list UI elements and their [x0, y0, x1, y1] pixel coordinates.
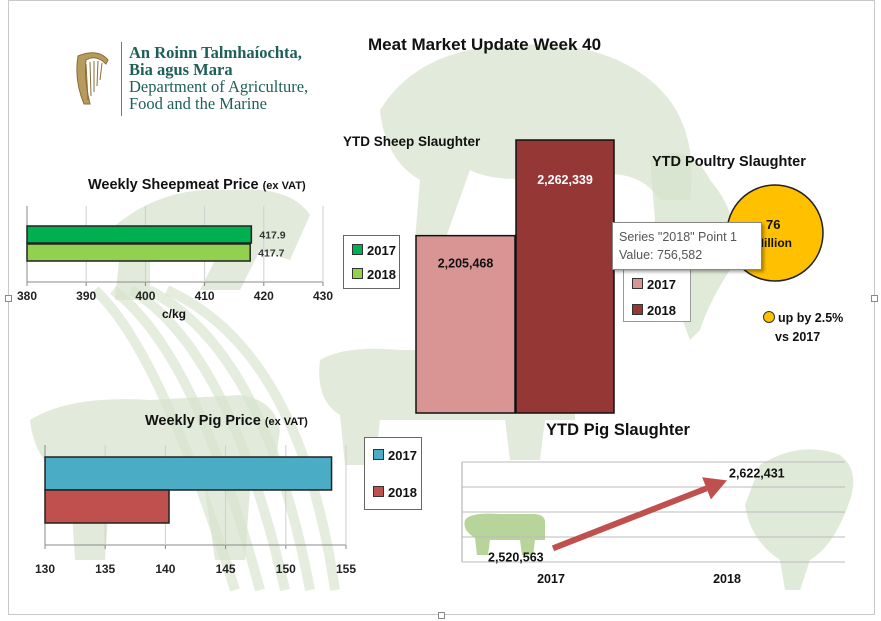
legend-swatch [373, 486, 384, 497]
resize-handle-left[interactable] [5, 295, 12, 302]
pigprice-tick-label: 135 [95, 562, 115, 576]
sheep-slaughter-bar-2018 [515, 139, 615, 414]
legend-item-2017: 2017 [632, 277, 676, 292]
wheat-stalk [164, 285, 340, 591]
sheepmeat-tick-label: 380 [17, 289, 37, 303]
department-logo: An Roinn Talmhaíochta, Bia agus Mara Dep… [48, 22, 330, 164]
sheepmeat-price-title-text: Weekly Sheepmeat Price [88, 177, 259, 193]
sheepmeat-tick-label: 430 [313, 289, 333, 303]
legend-item-2017: 2017 [352, 243, 396, 258]
pigprice-tick-label: 145 [216, 562, 236, 576]
pig-price-title-text: Weekly Pig Price [145, 413, 261, 429]
sheepmeat-tick-label: 410 [195, 289, 215, 303]
sheepmeat-tick-label: 400 [135, 289, 155, 303]
pig-silhouette-small [464, 513, 545, 555]
legend-item-2017: 2017 [373, 448, 417, 463]
sheepmeat-tick-label: 420 [254, 289, 274, 303]
pigprice-tick-label: 140 [155, 562, 175, 576]
legend-label: 2018 [388, 485, 417, 500]
sheepmeat-axis-label: c/kg [162, 307, 187, 321]
sheepmeat-tick-label: 390 [76, 289, 96, 303]
sheep-slaughter-bar-2017 [415, 234, 516, 414]
sheep-slaughter-legend: 2017 2018 [623, 266, 691, 322]
pig-slaughter-data-label: 2,520,563 [488, 550, 544, 564]
legend-swatch [352, 268, 363, 279]
legend-label: 2017 [647, 277, 676, 292]
chart-tooltip: Series "2018" Point 1 Value: 756,582 [612, 222, 762, 270]
sheepmeat-data-label: 417.9 [259, 230, 285, 242]
pigprice-tick-label: 130 [35, 562, 55, 576]
poultry-slaughter-title: YTD Poultry Slaughter [652, 154, 806, 170]
poultry-change-note: up by 2.5% vs 2017 [763, 309, 843, 347]
sheepmeat-legend: 2017 2018 [343, 235, 400, 289]
pigprice-tick-label: 150 [276, 562, 296, 576]
legend-swatch [632, 304, 643, 315]
legend-label: 2017 [388, 448, 417, 463]
pig-price-title: Weekly Pig Price (ex VAT) [145, 413, 308, 429]
sheep-slaughter-title: YTD Sheep Slaughter [343, 134, 481, 149]
pig-slaughter-title: YTD Pig Slaughter [546, 421, 690, 439]
pig-slaughter-data-label: 2,622,431 [729, 466, 785, 480]
legend-swatch [632, 278, 643, 289]
poultry-value: 76 [766, 217, 781, 232]
pig-slaughter-category-label: 2017 [537, 572, 565, 586]
poultry-unit: Million [754, 236, 792, 250]
legend-label: 2018 [367, 267, 396, 282]
page-title: Meat Market Update Week 40 [368, 35, 602, 54]
resize-handle-right[interactable] [871, 295, 878, 302]
chicken-silhouette [745, 449, 854, 590]
tooltip-line-1: Series "2018" Point 1 [619, 230, 737, 244]
pigprice-tick-label: 155 [336, 562, 356, 576]
logo-line-3: Department of Agriculture, [129, 77, 309, 96]
poultry-change-line2: vs 2017 [775, 330, 821, 344]
logo-line-1: An Roinn Talmhaíochta, [129, 43, 302, 62]
sheepmeat-price-title: Weekly Sheepmeat Price (ex VAT) [88, 177, 306, 193]
poultry-bullet-icon [763, 311, 775, 323]
legend-label: 2018 [647, 303, 676, 318]
legend-item-2018: 2018 [373, 485, 417, 500]
wheat-stalk [91, 286, 240, 592]
legend-item-2018: 2018 [632, 303, 676, 318]
wheat-stalk [110, 285, 265, 592]
legend-item-2018: 2018 [352, 267, 396, 282]
pig-slaughter-trend-line [551, 485, 708, 552]
pig-slaughter-category-label: 2018 [713, 572, 741, 586]
tooltip-line-2: Value: 756,582 [619, 248, 703, 262]
pig-slaughter-arrowhead [702, 477, 727, 500]
logo-line-2: Bia agus Mara [129, 60, 233, 79]
sheep-slaughter-data-label: 2,262,339 [537, 173, 593, 187]
logo-text: An Roinn Talmhaíochta, Bia agus Mara Dep… [129, 44, 308, 112]
legend-swatch [373, 449, 384, 460]
sheepmeat-bar-2018 [26, 243, 251, 262]
wheat-stalk [128, 285, 290, 592]
sheep-slaughter-data-label: 2,205,468 [438, 257, 494, 271]
pigprice-bar-2017 [44, 456, 333, 491]
harp-icon [76, 52, 109, 105]
pig-price-title-suffix: (ex VAT) [264, 416, 308, 428]
pigprice-bar-2018 [44, 489, 170, 524]
logo-separator [121, 42, 122, 116]
sheepmeat-data-label: 417.7 [258, 248, 284, 260]
pig-price-legend: 2017 2018 [364, 437, 422, 510]
wheat-stalk [146, 285, 315, 591]
logo-line-4: Food and the Marine [129, 94, 267, 113]
resize-handle-bottom[interactable] [438, 612, 445, 619]
sheepmeat-bar-2017 [26, 225, 253, 244]
chart-plots: 380 390 400 410 420 430 417.9 417.7 130 135 140 145… [17, 139, 845, 586]
poultry-change-line1: up by 2.5% [778, 311, 844, 325]
legend-label: 2017 [367, 243, 396, 258]
legend-swatch [352, 244, 363, 255]
sheepmeat-price-title-suffix: (ex VAT) [262, 180, 306, 192]
